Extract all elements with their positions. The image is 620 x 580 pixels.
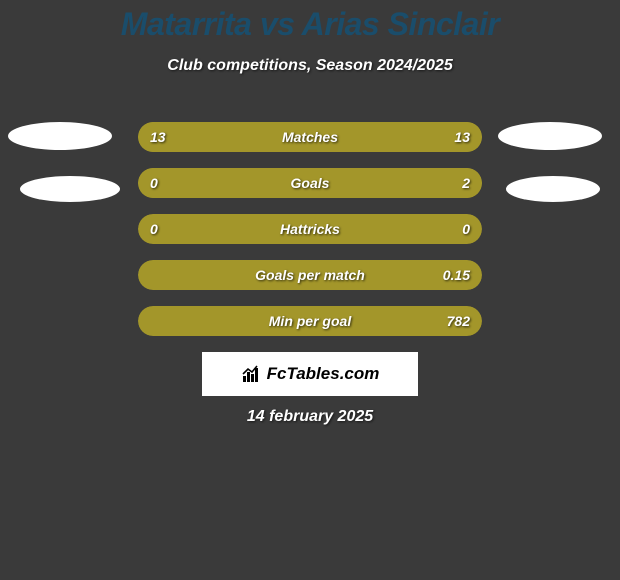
bar-metric-label: Matches <box>138 122 482 152</box>
stat-bar-row: 782Min per goal <box>138 306 482 336</box>
brand-box: FcTables.com <box>202 352 418 396</box>
stat-bar-row: 00Hattricks <box>138 214 482 244</box>
bar-metric-label: Goals per match <box>138 260 482 290</box>
brand-chart-icon <box>241 364 261 384</box>
avatar-ellipse <box>8 122 112 150</box>
avatar-ellipse <box>20 176 120 202</box>
brand-text: FcTables.com <box>267 364 380 384</box>
date-label: 14 february 2025 <box>0 408 620 426</box>
bar-metric-label: Goals <box>138 168 482 198</box>
stat-bar-row: 1313Matches <box>138 122 482 152</box>
page-subtitle: Club competitions, Season 2024/2025 <box>0 57 620 75</box>
stat-bar-row: 0.15Goals per match <box>138 260 482 290</box>
stat-bar-row: 02Goals <box>138 168 482 198</box>
bar-metric-label: Hattricks <box>138 214 482 244</box>
avatar-ellipse <box>506 176 600 202</box>
comparison-card: Matarrita vs Arias Sinclair Club competi… <box>0 0 620 580</box>
page-title: Matarrita vs Arias Sinclair <box>0 0 620 43</box>
avatar-ellipse <box>498 122 602 150</box>
bar-metric-label: Min per goal <box>138 306 482 336</box>
stat-bars: 1313Matches 02Goals 00Hattricks 0.15Goals p… <box>138 122 482 352</box>
